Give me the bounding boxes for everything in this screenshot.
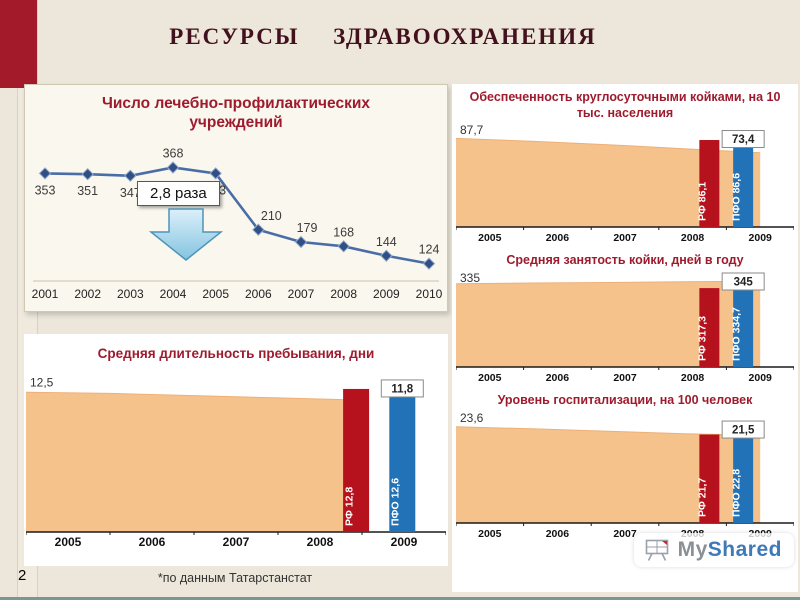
svg-text:РФ 21,7: РФ 21,7 xyxy=(697,477,709,516)
svg-text:345: 345 xyxy=(734,276,754,288)
svg-text:12,5: 12,5 xyxy=(30,375,54,389)
svg-text:2007: 2007 xyxy=(223,535,250,549)
svg-text:2004: 2004 xyxy=(160,287,187,301)
stay-chart-title: Средняя длительность пребывания, дни xyxy=(97,346,375,361)
watermark-shared: Shared xyxy=(707,538,782,561)
svg-text:2006: 2006 xyxy=(245,287,272,301)
stay-area-chart: 2005 2006 2007 2008 2009 РФ 12,8 ПФО 12,6 12,5 1… xyxy=(25,374,447,552)
svg-text:347: 347 xyxy=(120,186,141,200)
svg-text:2007: 2007 xyxy=(613,232,637,244)
svg-text:2008: 2008 xyxy=(307,535,334,549)
svg-text:ПФО 22,8: ПФО 22,8 xyxy=(730,468,742,516)
footnote: *по данным Татарстанстат xyxy=(157,571,313,585)
right-charts-column: Обеспеченность круглосуточными койками, … xyxy=(452,84,798,592)
watermark-my: My xyxy=(677,538,708,561)
svg-text:РФ 12,8: РФ 12,8 xyxy=(343,487,355,526)
svg-text:2008: 2008 xyxy=(681,372,705,384)
myshared-watermark[interactable]: MyShared xyxy=(633,533,794,567)
svg-text:21,5: 21,5 xyxy=(732,424,755,436)
ratio-callout: 2,8 раза xyxy=(137,181,257,262)
occupancy-chart-title: Средняя занятость койки, дней в году xyxy=(506,253,744,268)
page-number: 2 xyxy=(18,567,27,584)
svg-text:2001: 2001 xyxy=(32,287,59,301)
stay-chart-panel: Средняя длительность пребывания, дни 200… xyxy=(24,334,448,566)
svg-text:2009: 2009 xyxy=(391,535,418,549)
occupancy-chart-block: Средняя занятость койки, дней в году 200… xyxy=(452,253,798,387)
svg-text:179: 179 xyxy=(297,221,318,235)
svg-text:ПФО 334,7: ПФО 334,7 xyxy=(730,307,742,361)
svg-text:2008: 2008 xyxy=(681,232,705,244)
svg-text:2005: 2005 xyxy=(55,535,82,549)
svg-text:2009: 2009 xyxy=(373,287,400,301)
down-arrow-icon xyxy=(149,208,224,261)
svg-text:168: 168 xyxy=(333,225,354,239)
svg-text:2008: 2008 xyxy=(330,287,357,301)
slide-title: РЕСУРСЫ ЗДРАВООХРАНЕНИЯ xyxy=(169,24,597,49)
svg-text:2009: 2009 xyxy=(749,372,773,384)
ratio-callout-label: 2,8 раза xyxy=(137,181,220,206)
svg-text:368: 368 xyxy=(163,146,184,160)
beds-chart-block: Обеспеченность круглосуточными койками, … xyxy=(452,90,798,247)
svg-text:2003: 2003 xyxy=(117,287,144,301)
svg-text:2007: 2007 xyxy=(613,372,637,384)
svg-text:2005: 2005 xyxy=(202,287,229,301)
svg-text:ПФО 12,6: ПФО 12,6 xyxy=(390,478,402,526)
corner-decor-block xyxy=(0,0,37,88)
occupancy-area-chart: 2005 2006 2007 2008 2009 РФ 317,3 ПФО 334,7 335… xyxy=(455,271,795,387)
svg-text:2007: 2007 xyxy=(288,287,315,301)
svg-text:2007: 2007 xyxy=(613,528,637,540)
watermark-text: MyShared xyxy=(678,538,782,562)
svg-text:124: 124 xyxy=(419,243,440,257)
svg-text:2005: 2005 xyxy=(478,232,502,244)
institutions-line-chart: 3533513473683532101791681441242001200220… xyxy=(27,133,445,307)
svg-text:2002: 2002 xyxy=(74,287,101,301)
svg-text:335: 335 xyxy=(460,271,480,285)
svg-text:2005: 2005 xyxy=(478,372,502,384)
svg-text:2006: 2006 xyxy=(139,535,166,549)
svg-text:2006: 2006 xyxy=(546,232,570,244)
svg-text:353: 353 xyxy=(35,183,56,197)
svg-text:87,7: 87,7 xyxy=(460,123,484,137)
svg-text:73,4: 73,4 xyxy=(732,134,755,146)
svg-text:2009: 2009 xyxy=(749,232,773,244)
svg-text:11,8: 11,8 xyxy=(391,383,413,395)
beds-area-chart: 2005 2006 2007 2008 2009 РФ 86,1 ПФО 86,6 87,7 7… xyxy=(455,123,795,247)
hospitalization-chart-block: Уровень госпитализации, на 100 человек 2… xyxy=(452,393,798,543)
bottom-border xyxy=(0,597,800,600)
svg-text:2005: 2005 xyxy=(478,528,502,540)
svg-text:210: 210 xyxy=(261,209,282,223)
institutions-chart-panel: Число лечебно-профилактических учреждени… xyxy=(24,84,448,312)
svg-text:РФ 86,1: РФ 86,1 xyxy=(697,182,709,221)
svg-text:2006: 2006 xyxy=(546,372,570,384)
svg-text:351: 351 xyxy=(77,184,98,198)
beds-chart-title: Обеспеченность круглосуточными койками, … xyxy=(469,90,781,120)
svg-text:23,6: 23,6 xyxy=(460,411,484,425)
svg-text:144: 144 xyxy=(376,235,397,249)
hospitalization-chart-title: Уровень госпитализации, на 100 человек xyxy=(497,392,753,407)
svg-text:РФ 317,3: РФ 317,3 xyxy=(697,316,709,361)
svg-text:ПФО 86,6: ПФО 86,6 xyxy=(730,173,742,221)
presentation-board-icon xyxy=(645,539,668,561)
institutions-chart-title: Число лечебно-профилактических учреждени… xyxy=(102,95,370,132)
svg-text:2006: 2006 xyxy=(546,528,570,540)
svg-text:2010: 2010 xyxy=(416,287,443,301)
